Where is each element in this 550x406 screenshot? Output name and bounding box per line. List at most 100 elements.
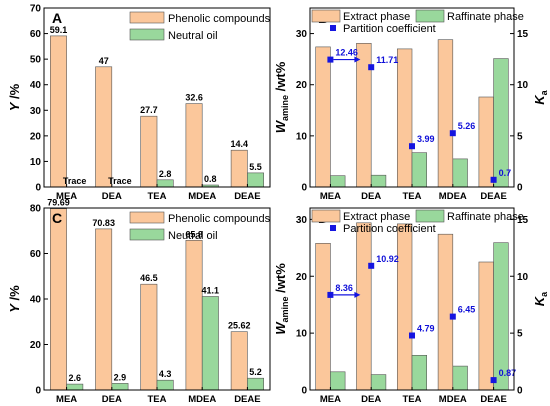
x-tick-label: TEA — [403, 191, 422, 202]
y-tick-label: 60 — [30, 29, 42, 40]
partition-point-mea — [327, 291, 334, 298]
arrow-head — [354, 56, 361, 63]
bar-phenolic-tea — [140, 115, 158, 188]
panel-a: 59.1 47 27.7 32.6 14.4 Trace Trace 2.8 0.8 5.5 0 10… — [7, 4, 271, 203]
x-tick-label: MEA — [56, 394, 77, 405]
x-tick-label: DEAE — [234, 191, 260, 202]
y-tick-label: 0 — [35, 386, 41, 397]
partition-point-mea — [327, 56, 334, 63]
data-label: 32.6 — [185, 93, 203, 103]
legend-swatch-raffinate — [415, 209, 445, 223]
legend-label: Partition coefficient — [343, 23, 436, 35]
legend-swatch-phenolic — [129, 211, 165, 224]
bar-raffinate-mea — [330, 371, 346, 391]
legend-label: Partition coefficient — [343, 223, 436, 235]
y2-axis-title-sub: a — [539, 291, 549, 297]
legend-swatch-partition — [330, 225, 336, 231]
x-tick-label: DEA — [361, 394, 381, 405]
y-tick-label: 30 — [296, 215, 308, 226]
x-tick-label: TEA — [148, 394, 167, 405]
bar-extract-mea — [315, 243, 331, 391]
partition-point-dea — [368, 262, 375, 269]
data-label: 4.3 — [159, 369, 172, 379]
y-axis-title-unit: /wt% — [273, 61, 288, 95]
x-tick-label: TEA — [148, 191, 167, 202]
legend-label: Extract phase — [343, 11, 410, 23]
data-label: 27.7 — [140, 105, 158, 115]
bar-raffinate-dea — [370, 174, 387, 188]
bar-raffinate-mdea — [452, 158, 468, 188]
y-tick-label: 20 — [296, 272, 308, 283]
x-tick-label: MEA — [320, 394, 341, 405]
x-tick-label: DEAE — [480, 191, 506, 202]
legend-swatch-raffinate — [415, 9, 445, 23]
data-label: 46.5 — [140, 273, 158, 283]
y2-axis-title-main: K — [532, 295, 547, 306]
legend: Phenolic compounds Neutral oil — [129, 11, 271, 42]
bar-neutral-tea — [156, 379, 174, 391]
y-tick-label: 10 — [296, 329, 308, 340]
y-axis-title: Y /% — [7, 285, 22, 313]
legend-label: Phenolic compounds — [168, 213, 271, 225]
partition-label: 6.45 — [458, 305, 476, 315]
data-label: 70.83 — [92, 218, 115, 228]
y-tick-label: 40 — [30, 80, 42, 91]
legend-label: Phenolic compounds — [168, 13, 271, 25]
data-label: 2.9 — [114, 372, 127, 382]
bar-raffinate-mea — [330, 175, 346, 188]
legend: Extract phase Raffinate phase Partition co… — [311, 9, 524, 35]
bar-phenolic-mea — [49, 35, 67, 188]
bar-extract-dea — [356, 222, 372, 391]
y2-tick-label: 15 — [517, 29, 529, 40]
legend: Extract phase Raffinate phase Partition co… — [311, 209, 524, 235]
data-label: 65.8 — [185, 229, 203, 239]
data-label: 41.1 — [202, 286, 220, 296]
y-tick-label: 20 — [30, 340, 42, 351]
partition-label: 5.26 — [458, 121, 476, 131]
partition-label: 0.87 — [499, 368, 517, 378]
bar-phenolic-deae — [230, 149, 248, 188]
x-tick-label: MEA — [56, 191, 77, 202]
legend: Phenolic compounds Neutral oil — [129, 211, 271, 242]
bar-extract-deae — [478, 261, 494, 391]
y2-axis-title-main: K — [532, 94, 547, 105]
legend-label: Neutral oil — [168, 30, 218, 42]
bar-phenolic-dea — [95, 66, 113, 188]
bar-extract-tea — [396, 223, 413, 391]
y2-axis-title: Ka — [532, 89, 549, 104]
y-axis-title-unit: /wt% — [273, 263, 288, 297]
y2-axis-title-sub: a — [539, 89, 549, 95]
partition-label: 8.36 — [335, 283, 353, 293]
x-tick-label: TEA — [403, 394, 422, 405]
y-axis-title-main: W — [273, 321, 288, 335]
bar-extract-tea — [396, 48, 413, 188]
bar-phenolic-mdea — [185, 103, 203, 188]
x-tick-label: MDEA — [188, 394, 216, 405]
y-axis-title-main: Y — [7, 303, 22, 313]
y-tick-label: 80 — [30, 204, 42, 215]
data-label: 5.5 — [249, 162, 262, 172]
bar-extract-mdea — [437, 39, 454, 188]
x-tick-label: DEA — [102, 191, 122, 202]
y-axis-title-sub: amine — [280, 296, 290, 322]
data-label: 2.6 — [68, 373, 81, 383]
y-tick-label: 30 — [296, 29, 308, 40]
bar-phenolic-dea — [95, 228, 113, 391]
partition-point-mdea — [449, 313, 456, 320]
y-axis-title-main: W — [273, 119, 288, 133]
legend-label: Raffinate phase — [447, 11, 524, 23]
y2-tick-label: 5 — [517, 329, 523, 340]
y-axis-title-unit: /% — [7, 83, 22, 102]
x-tick-label: DEAE — [480, 394, 506, 405]
partition-label: 12.46 — [335, 48, 358, 58]
bar-phenolic-mdea — [185, 240, 203, 391]
legend-swatch-neutral — [129, 28, 165, 41]
data-label: 14.4 — [231, 139, 249, 149]
y-tick-label: 20 — [30, 131, 42, 142]
partition-label: 11.71 — [376, 55, 398, 65]
x-tick-label: MDEA — [188, 191, 216, 202]
y-tick-label: 70 — [30, 4, 42, 15]
partition-label: 4.79 — [417, 324, 435, 334]
bar-neutral-deae — [247, 377, 264, 391]
data-label: 47 — [99, 56, 109, 66]
